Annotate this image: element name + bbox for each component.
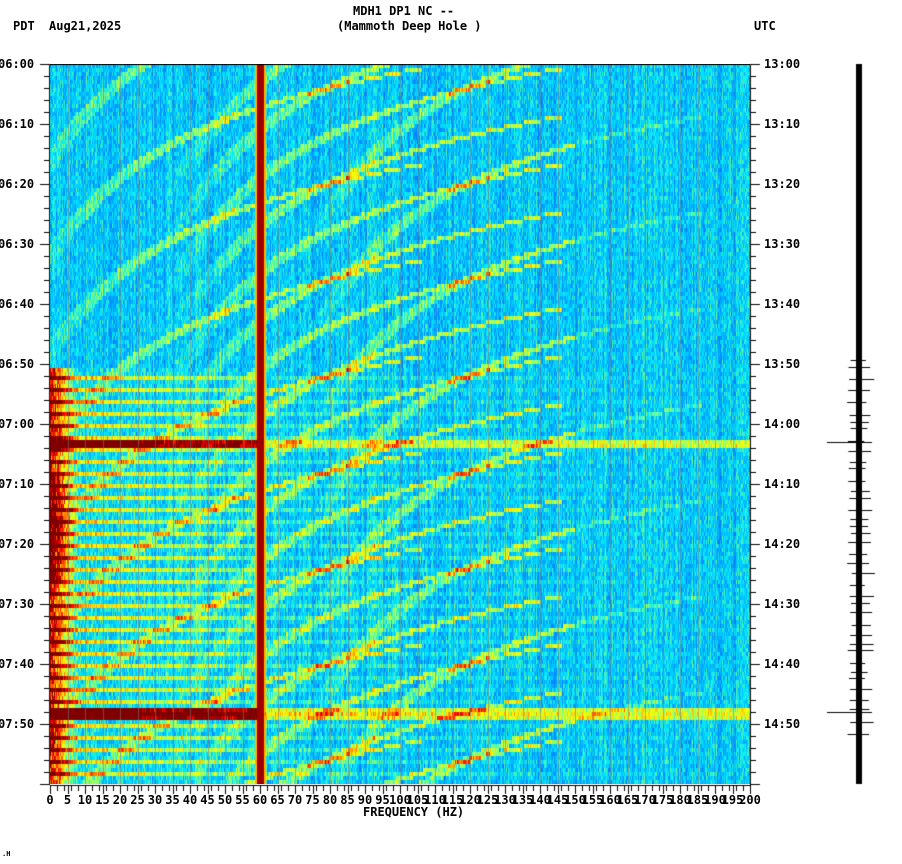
x-tick-label: 50 <box>217 793 233 807</box>
x-tick-label: 15 <box>95 793 110 807</box>
x-tick-label: 130 <box>494 793 516 807</box>
y-tick-label-right: 13:20 <box>764 177 801 191</box>
x-tick-label: 140 <box>529 793 551 807</box>
x-tick-label: 115 <box>441 793 464 807</box>
x-tick-label: 170 <box>634 793 656 807</box>
x-tick-label: 30 <box>147 793 163 807</box>
x-tick-label: 90 <box>357 793 373 807</box>
y-tick-label-left: 07:00 <box>0 417 35 431</box>
x-tick-label: 45 <box>200 793 215 807</box>
corner-mark: .H <box>2 850 11 858</box>
x-tick-label: 175 <box>651 793 674 807</box>
x-tick-label: 155 <box>581 793 604 807</box>
x-axis-title: FREQUENCY (HZ) <box>363 805 465 819</box>
x-tick-label: 165 <box>616 793 639 807</box>
x-tick-label: 190 <box>704 793 726 807</box>
x-tick-label: 95 <box>375 793 390 807</box>
x-tick-label: 70 <box>287 793 303 807</box>
x-tick-label: 65 <box>270 793 285 807</box>
x-tick-label: 160 <box>599 793 621 807</box>
x-tick-label: 100 <box>389 793 411 807</box>
y-tick-label-right: 14:40 <box>764 657 801 671</box>
x-tick-label: 135 <box>511 793 534 807</box>
x-tick-label: 105 <box>406 793 429 807</box>
x-tick-label: 20 <box>112 793 128 807</box>
x-tick-label: 200 <box>739 793 761 807</box>
y-tick-label-left: 06:10 <box>0 117 35 131</box>
x-tick-label: 10 <box>77 793 93 807</box>
x-tick-label: 180 <box>669 793 691 807</box>
y-tick-label-left: 06:50 <box>0 357 35 371</box>
y-tick-label-left: 06:20 <box>0 177 35 191</box>
y-tick-label-left: 07:30 <box>0 597 35 611</box>
y-tick-label-left: 07:10 <box>0 477 35 491</box>
x-tick-label: 75 <box>305 793 320 807</box>
x-tick-label: 60 <box>252 793 268 807</box>
x-tick-label: 110 <box>424 793 446 807</box>
y-tick-label-left: 06:00 <box>0 57 35 71</box>
y-tick-label-left: 07:20 <box>0 537 35 551</box>
y-tick-label-left: 06:30 <box>0 237 35 251</box>
x-tick-label: 120 <box>459 793 481 807</box>
y-tick-label-right: 14:50 <box>764 717 801 731</box>
y-tick-label-left: 06:40 <box>0 297 35 311</box>
y-tick-label-right: 13:10 <box>764 117 801 131</box>
x-tick-label: 40 <box>182 793 198 807</box>
x-tick-label: 0 <box>46 793 54 807</box>
x-tick-label: 80 <box>322 793 338 807</box>
x-tick-label: 185 <box>686 793 709 807</box>
y-tick-label-right: 13:50 <box>764 357 801 371</box>
x-tick-label: 85 <box>340 793 355 807</box>
x-tick-label: 25 <box>130 793 145 807</box>
y-tick-label-left: 07:40 <box>0 657 35 671</box>
y-tick-label-right: 14:20 <box>764 537 801 551</box>
y-tick-label-right: 13:30 <box>764 237 801 251</box>
x-tick-label: 125 <box>476 793 499 807</box>
y-tick-label-right: 14:00 <box>764 417 801 431</box>
x-tick-label: 145 <box>546 793 569 807</box>
y-tick-label-right: 13:40 <box>764 297 801 311</box>
y-tick-label-right: 14:10 <box>764 477 801 491</box>
y-tick-label-left: 07:50 <box>0 717 35 731</box>
y-tick-label-right: 14:30 <box>764 597 801 611</box>
x-tick-label: 35 <box>165 793 180 807</box>
y-tick-label-right: 13:00 <box>764 57 801 71</box>
x-tick-label: 55 <box>235 793 250 807</box>
x-tick-label: 195 <box>721 793 744 807</box>
x-tick-label: 150 <box>564 793 586 807</box>
x-tick-label: 5 <box>63 793 72 807</box>
